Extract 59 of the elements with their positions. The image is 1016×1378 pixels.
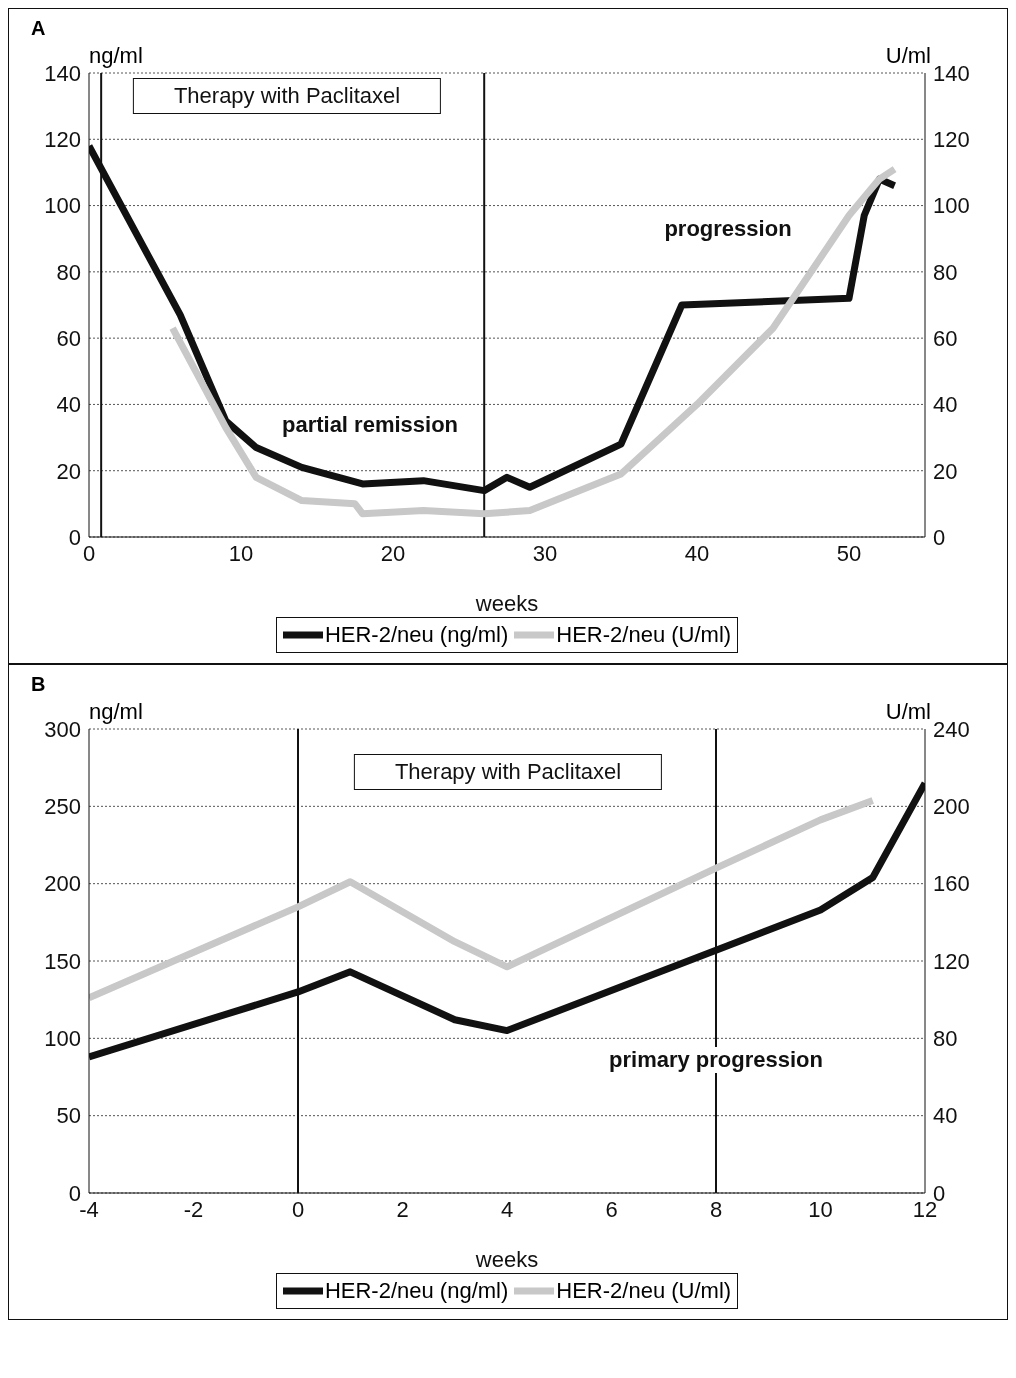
y-tick-label: 40 [56,392,81,418]
y-tick-label: 0 [68,524,81,550]
y2-tick-label: 80 [933,1026,958,1052]
y2-tick-label: 60 [933,325,958,351]
legend-label: HER-2/neu (ng/ml) [324,622,509,648]
y2-tick-label: 80 [933,259,958,285]
annotation: primary progression [607,1047,825,1073]
y2-tick-label: 120 [933,948,970,974]
legend-label: HER-2/neu (ng/ml) [324,1278,509,1304]
note-box: Therapy with Paclitaxel [353,754,663,790]
annotation: partial remission [279,412,461,438]
x-tick-label: -2 [183,1196,204,1222]
x-tick-label: 10 [228,540,254,566]
x-tick-label: 4 [500,1196,514,1222]
y2-axis-title: U/ml [885,699,931,725]
x-tick-label: 40 [684,540,710,566]
x-axis-title: weeks [474,1247,539,1272]
y2-tick-label: 40 [933,1103,958,1129]
y-tick-label: 20 [56,458,81,484]
y2-tick-label: 160 [933,871,970,897]
y2-tick-label: 100 [933,193,970,219]
x-tick-label: 30 [532,540,558,566]
y2-tick-label: 0 [933,524,946,550]
y-tick-label: 250 [44,794,81,820]
legend-label: HER-2/neu (U/ml) [556,1278,732,1304]
x-tick-label: 20 [380,540,406,566]
y-tick-label: 100 [44,1026,81,1052]
y2-tick-label: 40 [933,392,958,418]
x-tick-label: 10 [808,1196,833,1222]
y-tick-label: 140 [44,60,81,86]
y2-tick-label: 140 [933,60,970,86]
y2-tick-label: 200 [933,794,970,820]
x-tick-label: 50 [836,540,862,566]
x-tick-label: 2 [396,1196,409,1222]
x-tick-label: 6 [605,1196,618,1222]
y2-tick-label: 20 [933,458,958,484]
y-axis-title: ng/ml [89,699,143,725]
legend-label: HER-2/neu (U/ml) [556,622,732,648]
y-tick-label: 80 [56,259,81,285]
x-axis-title: weeks [474,591,539,616]
y2-tick-label: 240 [933,716,970,742]
y2-axis-title: U/ml [885,43,931,69]
note-box: Therapy with Paclitaxel [132,78,442,114]
chart-title: A [31,17,46,40]
y2-tick-label: 120 [933,127,970,153]
y-tick-label: 200 [44,871,81,897]
x-tick-label: 0 [291,1196,305,1222]
chart-title: B [31,673,46,696]
annotation: progression [662,216,794,242]
y-tick-label: 50 [56,1103,81,1129]
y-tick-label: 120 [44,127,81,153]
y-axis-title: ng/ml [89,43,143,69]
y-tick-label: 300 [44,716,81,742]
y-tick-label: 150 [44,948,81,974]
y-tick-label: 100 [44,193,81,219]
x-tick-label: -4 [79,1196,99,1222]
y-tick-label: 60 [56,325,81,351]
y-tick-label: 0 [68,1180,81,1206]
x-tick-label: 8 [709,1196,723,1222]
